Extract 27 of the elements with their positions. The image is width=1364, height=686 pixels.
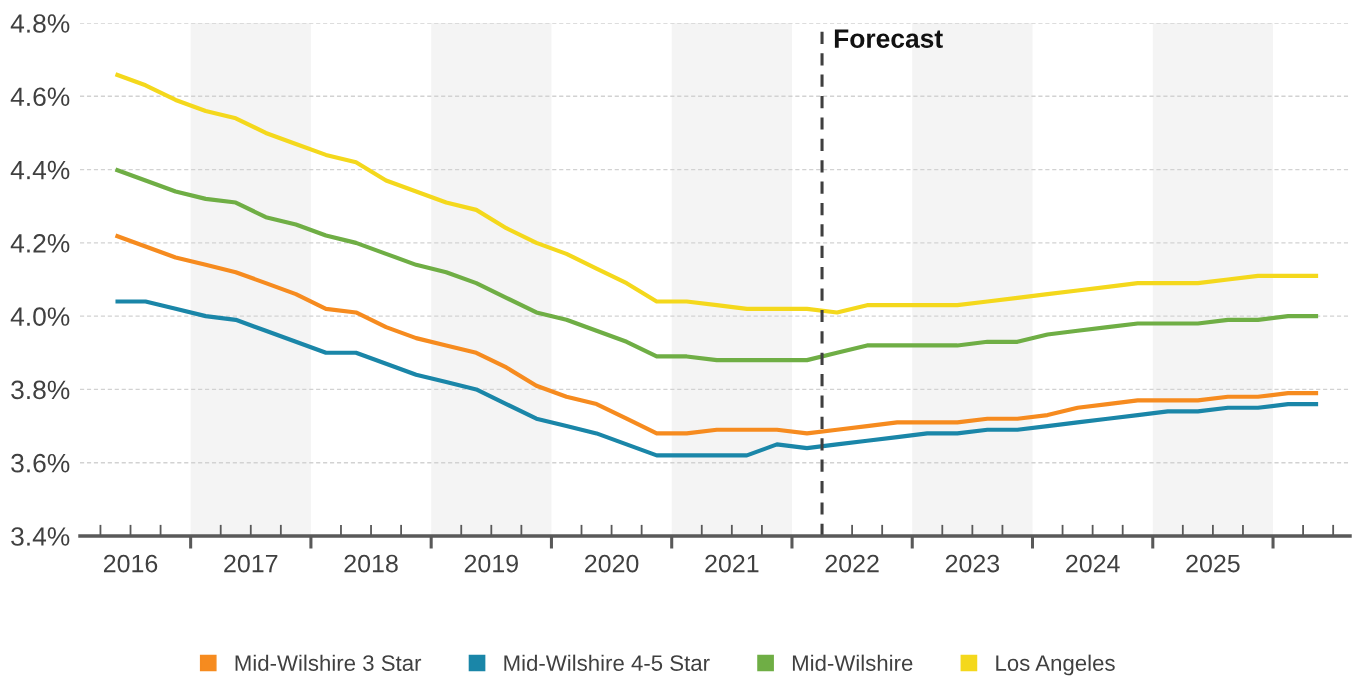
y-tick-label: 4.4% (10, 160, 70, 180)
y-tick-label: 3.4% (11, 527, 70, 546)
y-tick-label: 3.8% (11, 380, 70, 400)
x-tick-label: 2024 (1066, 554, 1120, 573)
legend-label: Mid-Wilshire 3 Star (235, 654, 422, 671)
line-series (113, 167, 1321, 363)
legend-label: Los Angeles (996, 654, 1115, 676)
ref-line-label: Forecast (834, 29, 943, 48)
x-tick-label: 2017 (224, 554, 278, 573)
legend-label: Mid-Wilshire 4-5 Star (504, 654, 710, 671)
y-tick-label: 4.8% (10, 14, 70, 33)
y-tick-label: 4.2% (10, 233, 70, 253)
y-tick-label: 4.0% (10, 307, 70, 326)
x-tick-label: 2021 (705, 554, 759, 573)
x-tick-label: 2016 (103, 554, 158, 573)
x-tick-label: 2020 (585, 554, 639, 573)
line-series (113, 233, 1321, 436)
x-tick-label: 2025 (1186, 554, 1240, 573)
legend-label: Mid-Wilshire (792, 654, 913, 671)
y-tick-label: 4.6% (10, 87, 70, 107)
x-tick-label: 2019 (464, 554, 518, 573)
line-series (113, 299, 1321, 458)
x-tick-label: 2018 (344, 554, 398, 573)
x-tick-label: 2022 (825, 554, 879, 573)
x-tick-label: 2023 (945, 554, 1000, 573)
y-tick-label: 3.6% (11, 453, 70, 473)
line-series (113, 72, 1321, 315)
